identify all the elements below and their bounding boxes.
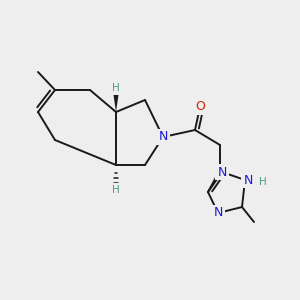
Text: O: O [195,100,205,113]
Text: H: H [112,185,120,195]
Text: N: N [213,206,223,220]
Text: H: H [112,83,120,93]
Text: N: N [243,173,253,187]
Polygon shape [112,88,119,112]
Text: N: N [158,130,168,143]
Text: N: N [217,166,227,178]
Text: H: H [259,177,267,187]
